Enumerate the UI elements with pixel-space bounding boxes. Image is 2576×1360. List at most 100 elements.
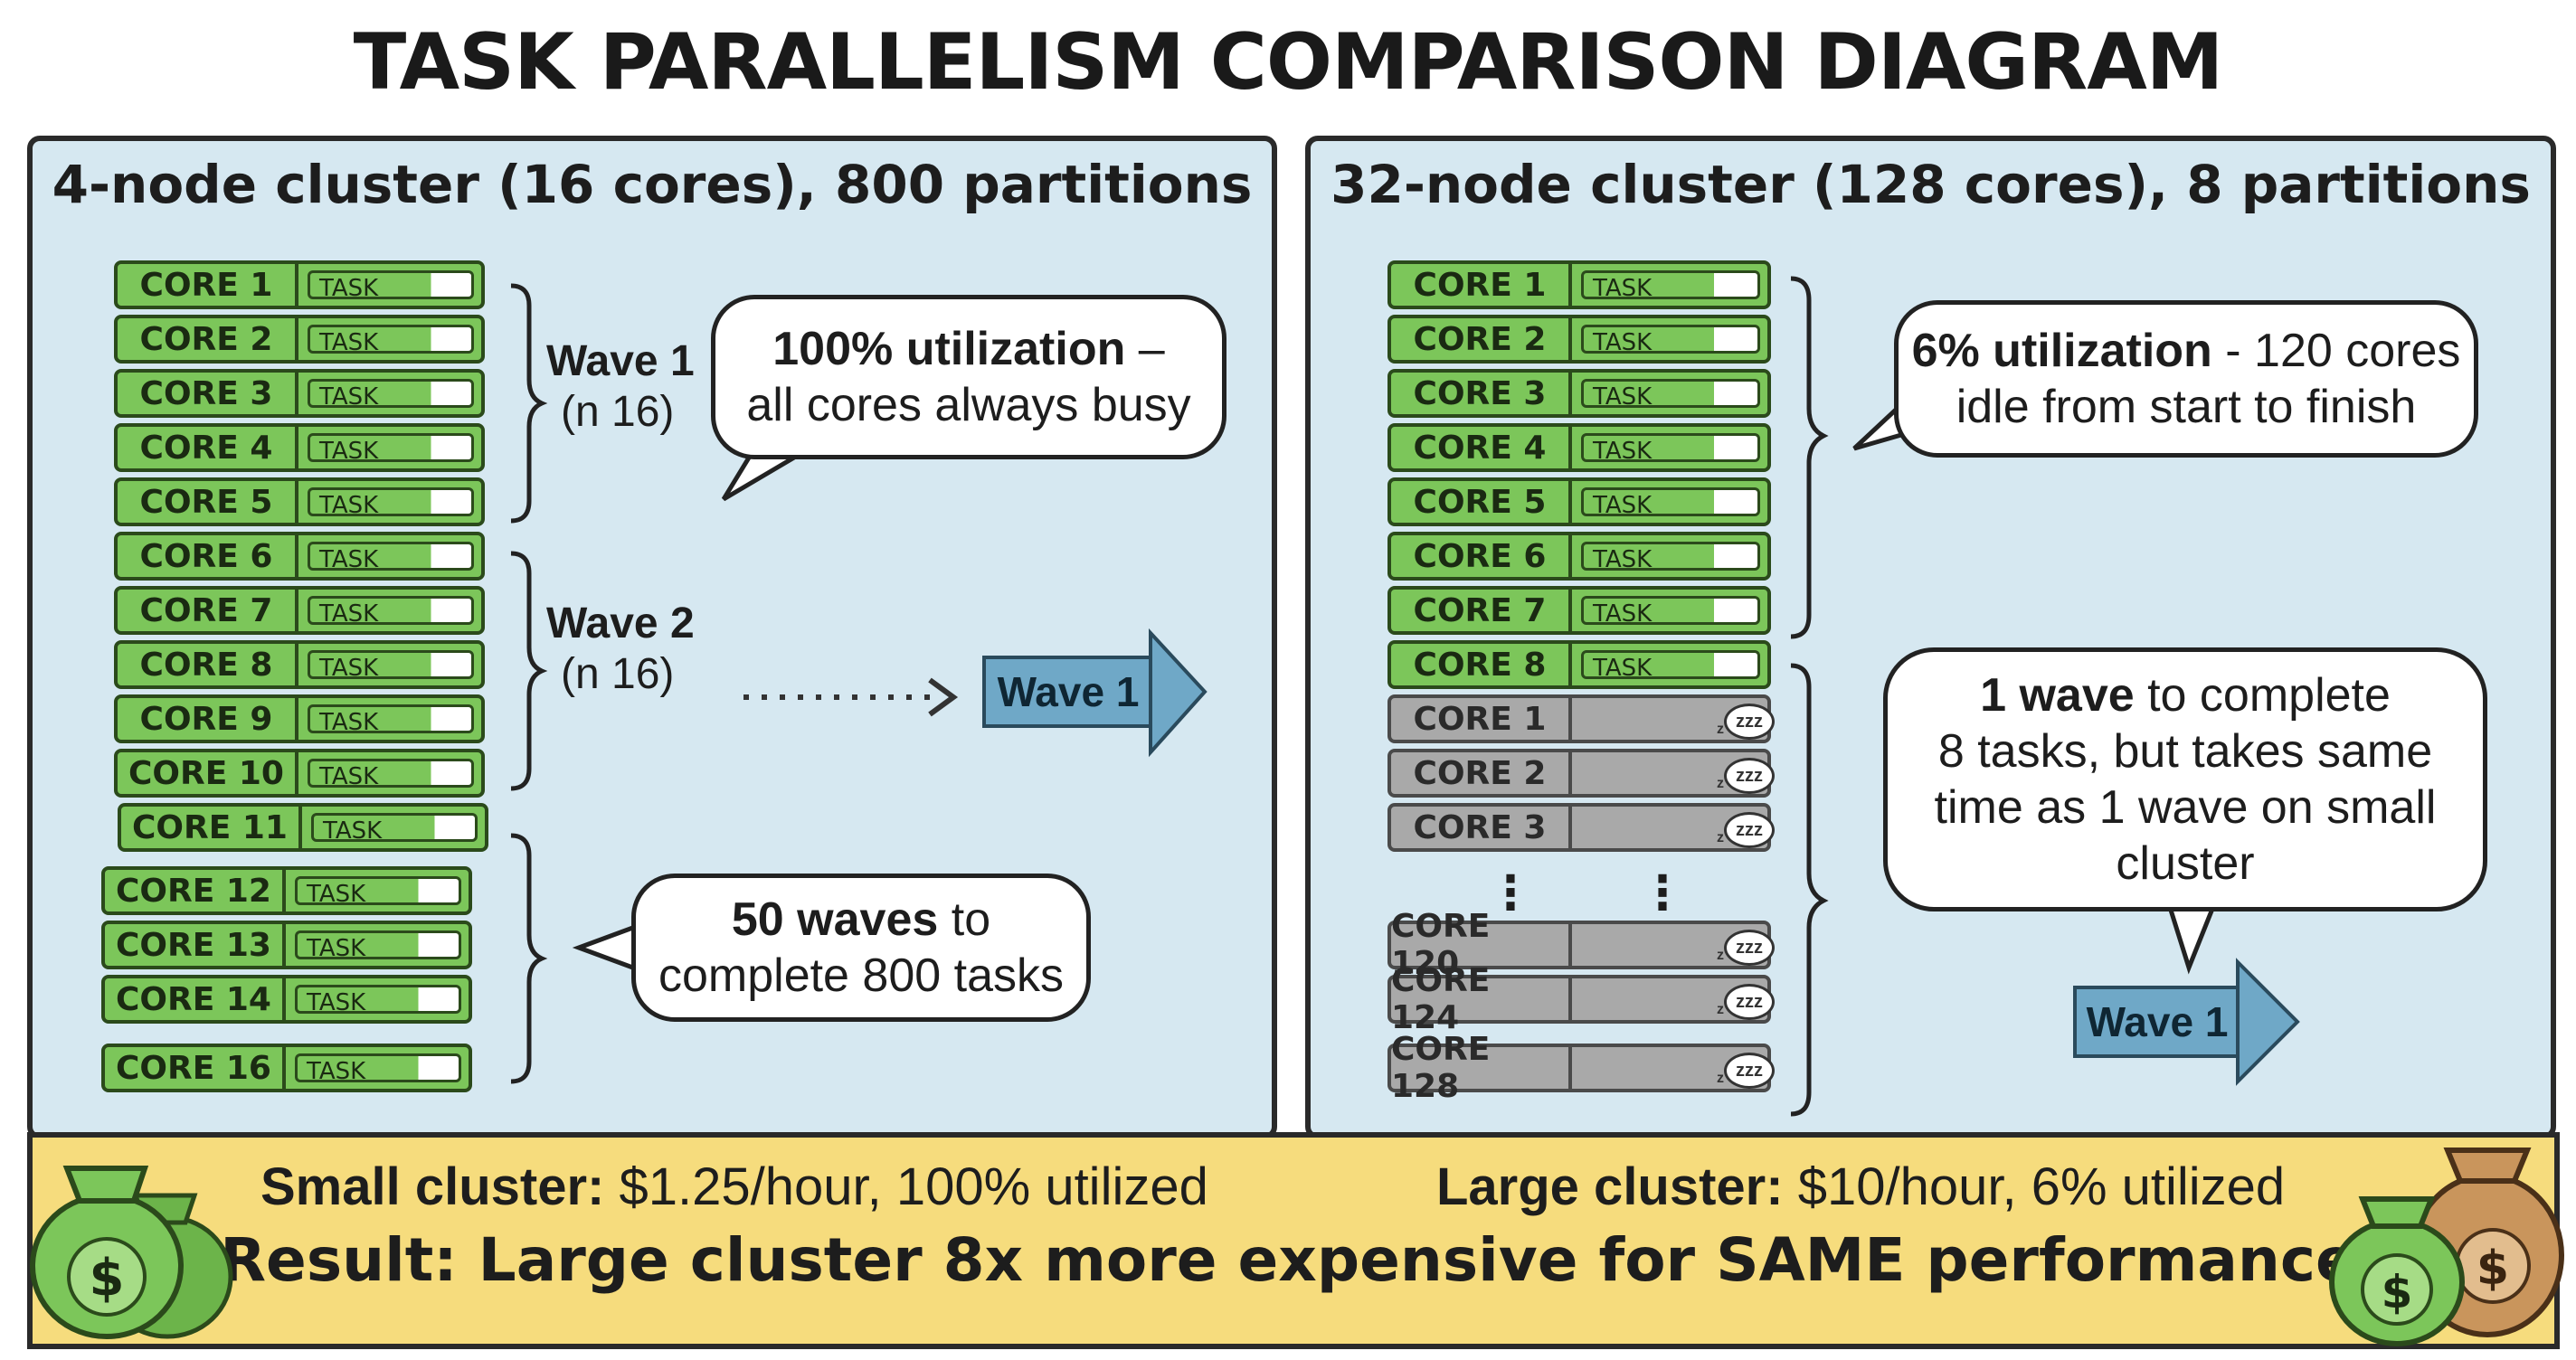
core-label: CORE 8 (1391, 644, 1572, 685)
busy-core: CORE 7 TASK (114, 586, 485, 635)
task-label: TASK (319, 763, 379, 790)
busy-core: CORE 3 TASK (114, 369, 485, 418)
money-bag-icon-left-front: $ (30, 1166, 184, 1339)
task-bar: TASK (308, 487, 474, 519)
core-label: CORE 1 (1391, 698, 1572, 740)
busy-core: CORE 11 TASK (118, 803, 488, 852)
wave1-brace (510, 283, 548, 524)
task-label: TASK (319, 709, 379, 736)
task-label: TASK (319, 492, 379, 519)
task-bar: TASK (1581, 650, 1760, 682)
core-label: CORE 8 (118, 644, 298, 685)
utilization-bubble-large: 6% utilization - 120 cores idle from sta… (1894, 300, 2478, 458)
task-label: TASK (307, 1058, 366, 1085)
sleep-icon: zzz (1724, 704, 1775, 740)
busy-brace (1790, 276, 1829, 639)
busy-core: CORE 16 TASK (101, 1044, 472, 1092)
busy-core: CORE 6 TASK (1387, 532, 1771, 581)
core-label: CORE 12 (105, 870, 286, 911)
task-bar: TASK (295, 1053, 461, 1085)
dollar-sign: $ (90, 1249, 125, 1308)
busy-core: CORE 1 TASK (114, 260, 485, 309)
diagram-title: TASK PARALLELISM COMPARISON DIAGRAM (353, 17, 2224, 108)
core-label: CORE 13 (105, 924, 286, 966)
core-label: CORE 2 (1391, 318, 1572, 360)
task-label: TASK (1593, 600, 1653, 628)
idle-core: CORE 120 zzz z (1387, 908, 1775, 982)
busy-core: CORE 14 TASK (101, 975, 472, 1024)
small-cluster-cost: Small cluster: $1.25/hour, 100% utilized (260, 1157, 1208, 1216)
core-label: CORE 11 (121, 807, 302, 848)
task-label: TASK (319, 383, 379, 411)
idle-core: CORE 2 zzz z (1387, 749, 1775, 798)
task-bar: TASK (308, 325, 474, 356)
task-bar: TASK (308, 542, 474, 573)
busy-core: CORE 3 TASK (1387, 369, 1771, 418)
wave-bubble-large: 1 wave to complete 8 tasks, but takes sa… (1883, 647, 2487, 911)
task-bar: TASK (308, 433, 474, 465)
busy-core: CORE 1 TASK (1387, 260, 1771, 309)
busy-core: CORE 10 TASK (114, 749, 485, 798)
task-bar: TASK (308, 270, 474, 302)
large-cluster-heading: 32-node cluster (128 cores), 8 partition… (1331, 154, 2531, 215)
core-label: CORE 3 (1391, 373, 1572, 414)
task-label: TASK (1593, 329, 1653, 356)
busy-core: CORE 8 TASK (114, 640, 485, 689)
task-label: TASK (1593, 275, 1653, 302)
idle-core: CORE 1 zzz z (1387, 694, 1775, 743)
core-label: CORE 2 (1391, 752, 1572, 794)
core-label: CORE 3 (118, 373, 298, 414)
task-bar: TASK (308, 596, 474, 628)
ellipsis-left: ⋮ (1487, 867, 1534, 920)
task-label: TASK (1593, 383, 1653, 411)
task-label: TASK (319, 329, 379, 356)
wave1-label: Wave 1 (n 16) (546, 337, 695, 436)
task-bar: TASK (1581, 487, 1760, 519)
core-label: CORE 6 (118, 535, 298, 577)
task-label: TASK (319, 600, 379, 628)
busy-core: CORE 9 TASK (114, 694, 485, 743)
sleep-icon: zzz (1724, 812, 1775, 848)
busy-core: CORE 8 TASK (1387, 640, 1771, 689)
sleep-small-icon: z (1717, 1002, 1724, 1017)
large-cluster-cost: Large cluster: $10/hour, 6% utilized (1436, 1157, 2286, 1216)
sleep-small-icon: z (1717, 776, 1724, 791)
task-bar: TASK (308, 379, 474, 411)
sleep-icon: zzz (1724, 1053, 1775, 1089)
core-label: CORE 16 (105, 1047, 286, 1089)
task-label: TASK (307, 881, 366, 908)
wave2-label: Wave 2 (n 16) (546, 600, 695, 698)
result-statement: Result: Large cluster 8x more expensive … (220, 1225, 2356, 1295)
busy-core: CORE 4 TASK (114, 423, 485, 472)
busy-core: CORE 5 TASK (114, 477, 485, 526)
money-bag-icon-right-front: $ (2329, 1196, 2465, 1346)
busy-core: CORE 2 TASK (114, 315, 485, 364)
task-label: TASK (319, 655, 379, 682)
task-bar: TASK (308, 759, 474, 790)
dotted-arrow-head (928, 677, 959, 717)
busy-core: CORE 6 TASK (114, 532, 485, 581)
task-label: TASK (1593, 492, 1653, 519)
task-label: TASK (319, 438, 379, 465)
task-label: TASK (1593, 546, 1653, 573)
sleep-small-icon: z (1717, 948, 1724, 963)
task-bar: TASK (311, 813, 478, 845)
core-label: CORE 3 (1391, 807, 1572, 848)
sleep-small-icon: z (1717, 722, 1724, 737)
task-bar: TASK (295, 985, 461, 1016)
core-label: CORE 1 (1391, 264, 1572, 306)
sleep-small-icon: z (1717, 830, 1724, 845)
busy-core: CORE 12 TASK (101, 866, 472, 915)
core-label: CORE 4 (118, 427, 298, 468)
cost-banner (27, 1132, 2560, 1349)
sleep-icon: zzz (1724, 758, 1775, 794)
core-label: CORE 5 (1391, 481, 1572, 523)
task-bar: TASK (1581, 542, 1760, 573)
core-label: CORE 14 (105, 978, 286, 1020)
wave-arrow-small: Wave 1 (982, 656, 1154, 728)
busy-core: CORE 5 TASK (1387, 477, 1771, 526)
task-bar: TASK (308, 650, 474, 682)
small-cluster-heading: 4-node cluster (16 cores), 800 partition… (52, 154, 1253, 215)
